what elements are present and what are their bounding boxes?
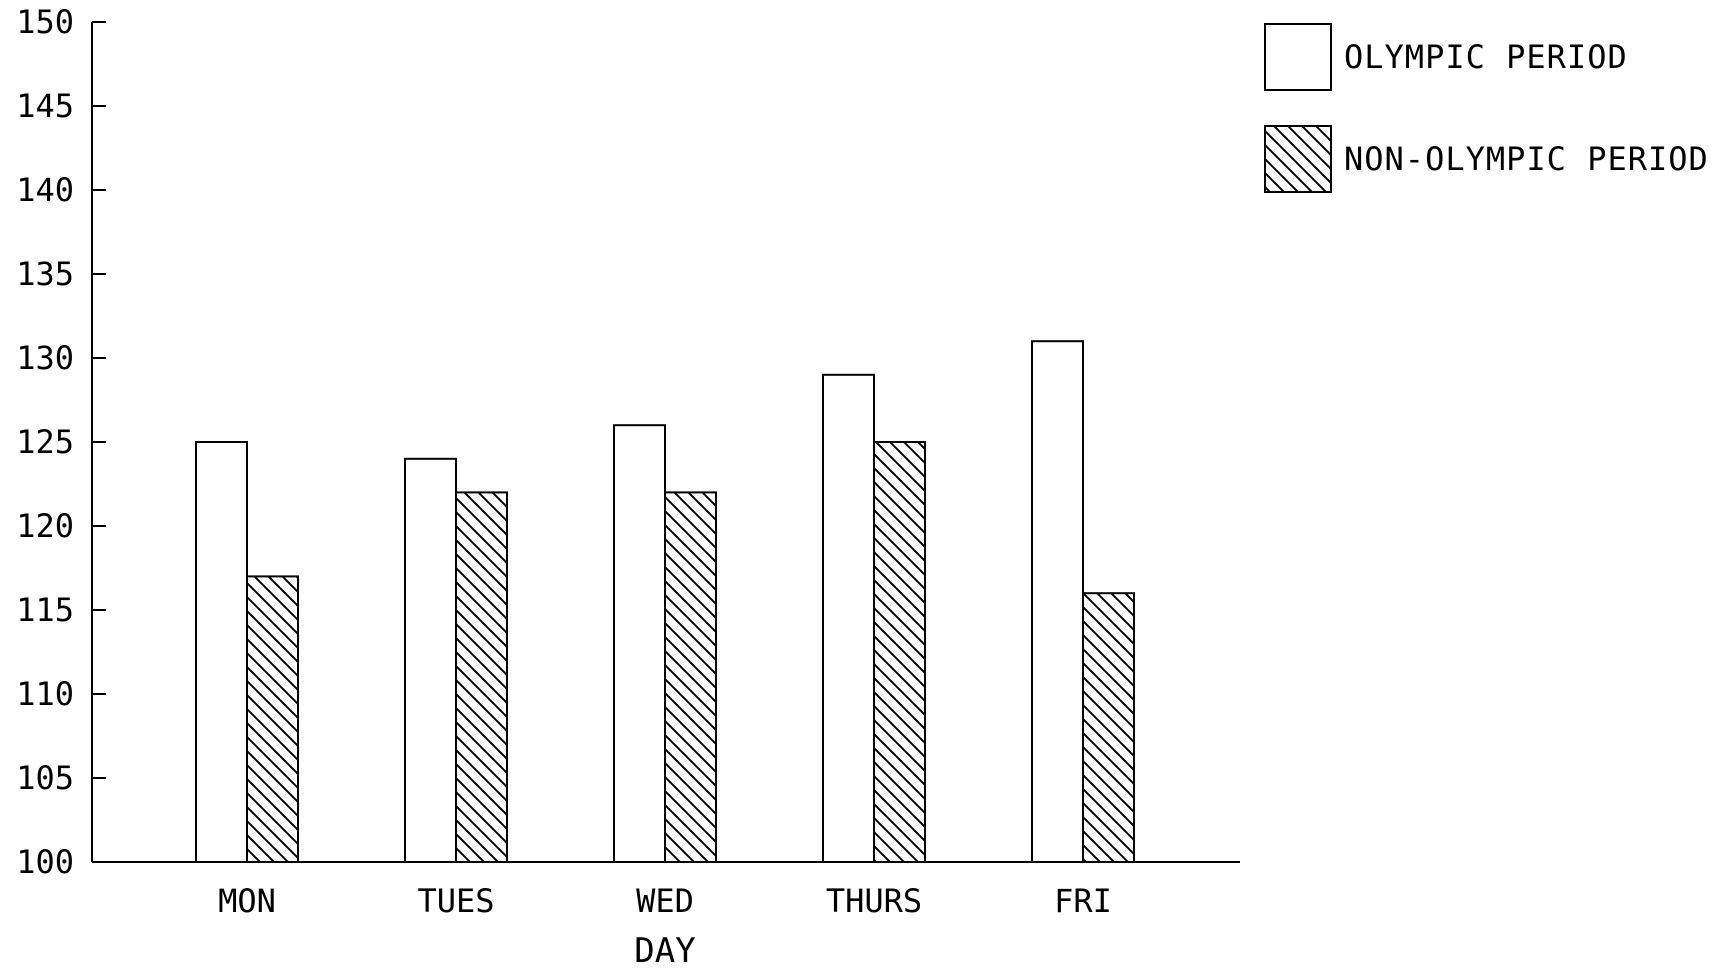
non-olympic-bar-fri — [1082, 592, 1135, 863]
y-tick-label: 135 — [16, 255, 74, 293]
non-olympic-bar-thurs — [873, 441, 926, 863]
y-tick-label: 115 — [16, 591, 74, 629]
non-olympic-bar-mon — [246, 575, 299, 864]
legend: OLYMPIC PERIOD NON-OLYMPIC PERIOD — [1264, 23, 1709, 193]
olympic-bar-thurs — [822, 373, 875, 863]
legend-label-non-olympic: NON-OLYMPIC PERIOD — [1344, 140, 1709, 178]
y-tick-label: 145 — [16, 87, 74, 125]
x-tick-label: FRI — [1054, 882, 1112, 920]
axes: 100 105 110 115 120 125 130 135 140 145 150 — [16, 3, 1240, 881]
x-tick-label: THURS — [826, 882, 922, 920]
olympic-bar-tues — [404, 457, 457, 863]
y-tick-label: 120 — [16, 507, 74, 545]
legend-label-olympic: OLYMPIC PERIOD — [1344, 38, 1628, 76]
non-olympic-bar-tues — [455, 491, 508, 863]
x-tick-label: WED — [636, 882, 694, 920]
x-tick-label: MON — [218, 882, 276, 920]
y-tick-label: 150 — [16, 3, 74, 41]
y-tick-label: 110 — [16, 675, 74, 713]
legend-swatch-non-olympic — [1264, 125, 1332, 193]
y-tick-label: 130 — [16, 339, 74, 377]
olympic-bar-mon — [195, 441, 248, 863]
bars — [195, 340, 1135, 864]
y-tick-label: 105 — [16, 759, 74, 797]
x-axis-title: DAY — [634, 931, 695, 970]
olympic-bar-wed — [613, 424, 666, 863]
y-tick-label: 140 — [16, 171, 74, 209]
x-tick-label: TUES — [417, 882, 494, 920]
y-tick-label: 100 — [16, 843, 74, 881]
category-labels: MON TUES WED THURS FRI — [218, 882, 1112, 920]
non-olympic-bar-wed — [664, 491, 717, 863]
legend-swatch-olympic — [1264, 23, 1332, 91]
y-tick-label: 125 — [16, 423, 74, 461]
olympic-bar-fri — [1031, 340, 1084, 863]
